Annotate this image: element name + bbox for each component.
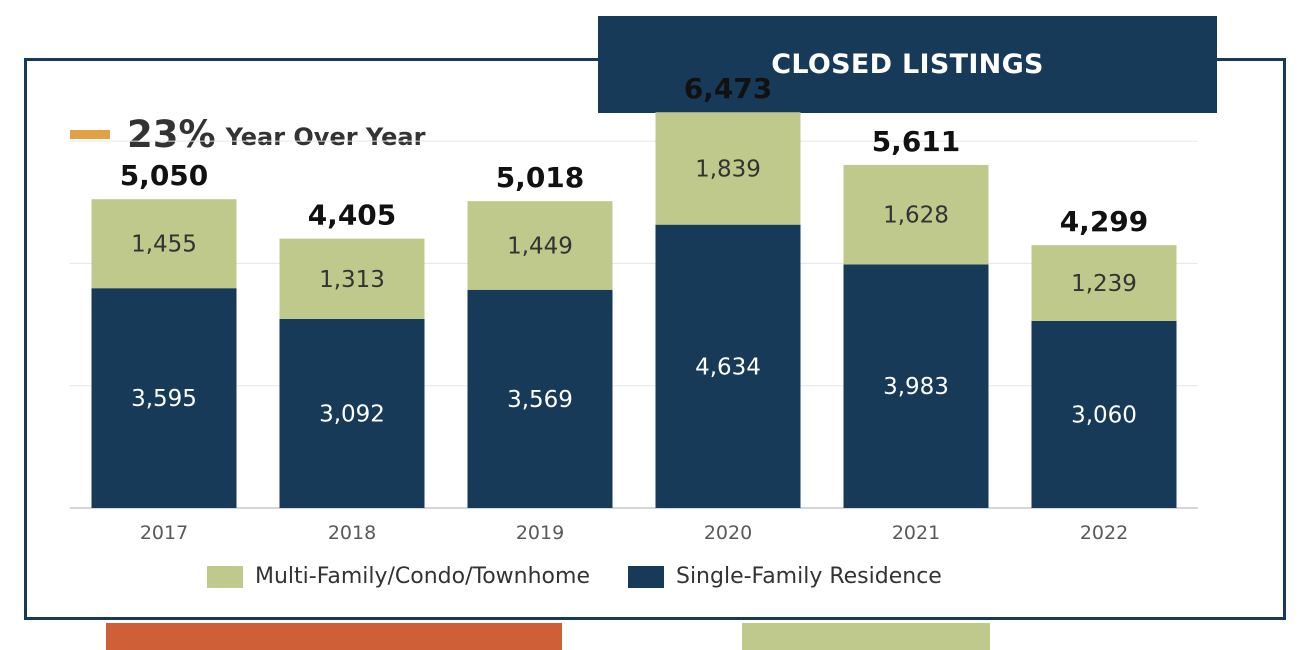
x-tick-label-2020: 2020	[704, 522, 752, 544]
bar-single-family-2022	[1031, 320, 1177, 508]
bar-multi-family-2018	[279, 238, 425, 319]
legend-item-single-family: Single-Family Residence	[627, 564, 942, 589]
chart-legend: Multi-Family/Condo/Townhome Single-Famil…	[207, 564, 942, 589]
bar-single-family-2019	[467, 289, 613, 508]
x-tick-label-2021: 2021	[892, 522, 940, 544]
total-label-2019: 5,018	[496, 161, 585, 194]
bar-single-family-2021	[843, 264, 989, 508]
total-label-2022: 4,299	[1060, 205, 1149, 238]
chart-title-banner: CLOSED LISTINGS	[598, 16, 1217, 113]
x-tick-label-2017: 2017	[140, 522, 188, 544]
total-label-2021: 5,611	[872, 125, 961, 158]
total-label-2018: 4,405	[308, 199, 397, 232]
data-label-single-family-2021: 3,983	[883, 374, 949, 400]
legend-item-multi-family: Multi-Family/Condo/Townhome	[207, 564, 590, 589]
x-tick-label-2018: 2018	[328, 522, 376, 544]
decorative-orange-bar	[106, 623, 562, 650]
data-label-single-family-2022: 3,060	[1071, 402, 1137, 428]
legend-label-multi-family: Multi-Family/Condo/Townhome	[255, 564, 590, 589]
data-label-multi-family-2021: 1,628	[883, 203, 949, 229]
data-label-multi-family-2017: 1,455	[131, 232, 197, 258]
legend-label-single-family: Single-Family Residence	[675, 564, 942, 589]
chart-title: CLOSED LISTINGS	[771, 49, 1044, 80]
data-label-multi-family-2022: 1,239	[1071, 271, 1137, 297]
yoy-label: Year Over Year	[225, 123, 426, 151]
bar-single-family-2017	[91, 288, 237, 508]
total-label-2020: 6,473	[684, 72, 773, 105]
yoy-indicator: 23% Year Over Year	[70, 108, 425, 160]
total-label-2017: 5,050	[120, 159, 209, 192]
data-label-single-family-2018: 3,092	[319, 401, 385, 427]
data-label-single-family-2020: 4,634	[695, 354, 761, 380]
x-tick-label-2019: 2019	[516, 522, 564, 544]
bar-multi-family-2020	[655, 112, 801, 225]
bar-multi-family-2021	[843, 164, 989, 265]
legend-swatch-single-family	[627, 565, 664, 588]
bar-single-family-2020	[655, 224, 801, 508]
data-label-multi-family-2020: 1,839	[695, 156, 761, 182]
data-label-multi-family-2018: 1,313	[319, 267, 385, 293]
yoy-percent: 23%	[127, 112, 216, 156]
decorative-green-bar	[742, 623, 990, 650]
bar-single-family-2018	[279, 318, 425, 508]
bar-multi-family-2017	[91, 199, 237, 289]
legend-swatch-multi-family	[207, 565, 243, 588]
x-tick-label-2022: 2022	[1080, 522, 1128, 544]
data-label-single-family-2019: 3,569	[507, 387, 573, 413]
data-label-multi-family-2019: 1,449	[507, 233, 573, 259]
bar-multi-family-2019	[467, 201, 613, 290]
yoy-dash-icon	[70, 129, 110, 139]
data-label-single-family-2017: 3,595	[131, 386, 197, 412]
bar-multi-family-2022	[1031, 245, 1177, 321]
